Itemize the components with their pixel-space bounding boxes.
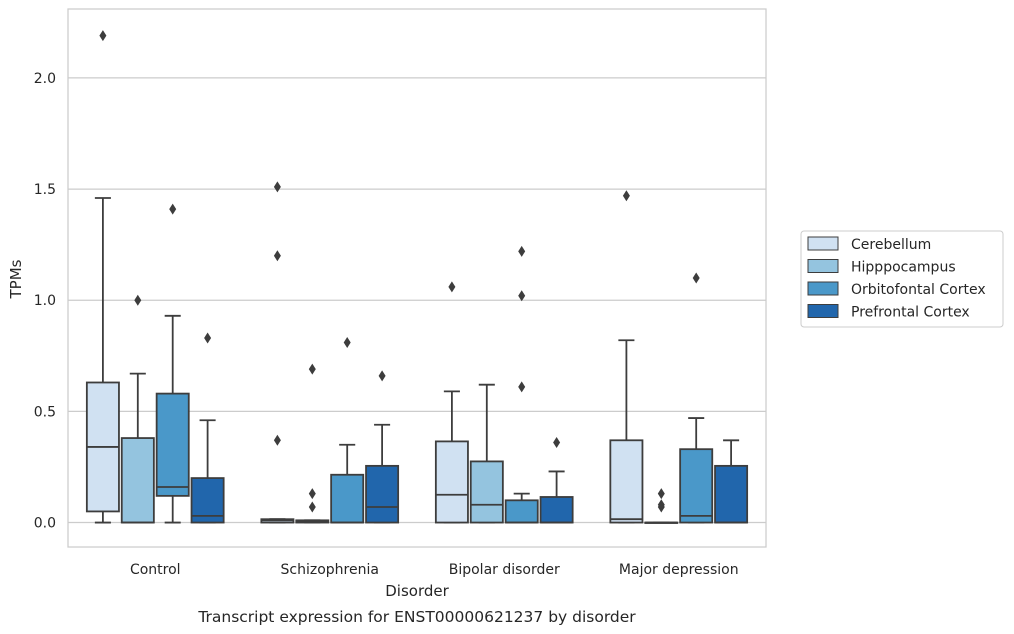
- outlier-point: [169, 203, 177, 215]
- legend-swatch: [807, 281, 839, 296]
- legend-label: Cerebellum: [851, 237, 931, 253]
- legend: Cerebellum Hipppocampus Orbitofontal Corte…: [800, 230, 1004, 328]
- outlier-point: [378, 370, 386, 382]
- outlier-point: [343, 336, 351, 348]
- box-hipppocampus: [120, 294, 155, 524]
- box-prefrontal-cortex: [365, 370, 400, 524]
- box-hipppocampus: [469, 383, 504, 524]
- outlier-point: [273, 434, 281, 446]
- x-tick-label: Major depression: [619, 562, 739, 578]
- outlier-point: [99, 30, 107, 42]
- outlier-point: [308, 488, 316, 500]
- outlier-point: [518, 245, 526, 257]
- outlier-point: [448, 281, 456, 293]
- outlier-point: [657, 488, 665, 500]
- x-tick-label: Bipolar disorder: [449, 562, 560, 578]
- box-iqr: [609, 439, 644, 524]
- y-axis-label: TPMs: [7, 259, 25, 299]
- outlier-point: [518, 381, 526, 393]
- plot-frame: [67, 8, 767, 548]
- box-hipppocampus: [295, 363, 330, 524]
- outlier-point: [273, 250, 281, 262]
- box-cerebellum: [609, 190, 644, 524]
- box-cerebellum: [85, 30, 120, 524]
- box-prefrontal-cortex: [714, 439, 749, 524]
- outlier-point: [308, 501, 316, 513]
- plot-area: [85, 30, 749, 524]
- outlier-point: [518, 290, 526, 302]
- legend-swatch: [807, 236, 839, 251]
- box-iqr: [365, 464, 400, 524]
- box-cerebellum: [260, 181, 295, 524]
- legend-label: Orbitofontal Cortex: [851, 282, 986, 298]
- y-tick-label: 0.5: [34, 404, 56, 420]
- box-iqr: [469, 460, 504, 524]
- x-axis-label: Disorder: [385, 582, 449, 600]
- outlier-point: [204, 332, 212, 344]
- box-orbitofontal-cortex: [504, 245, 539, 524]
- legend-frame: [800, 230, 1004, 328]
- chart-caption: Transcript expression for ENST0000062123…: [197, 608, 636, 626]
- y-tick-label: 0.0: [34, 516, 56, 532]
- outlier-point: [622, 190, 630, 202]
- outlier-point: [657, 499, 665, 511]
- box-orbitofontal-cortex: [155, 203, 190, 524]
- outlier-point: [308, 363, 316, 375]
- box-iqr: [504, 499, 539, 524]
- outlier-point: [553, 437, 561, 449]
- y-axis: 0.0 0.5 1.0 1.5 2.0: [34, 71, 56, 532]
- box-iqr: [155, 392, 190, 497]
- box-iqr: [434, 440, 469, 524]
- box-iqr: [679, 448, 714, 524]
- y-tick-label: 2.0: [34, 71, 56, 87]
- box-orbitofontal-cortex: [679, 272, 714, 524]
- legend-swatch: [807, 304, 839, 318]
- box-iqr: [330, 473, 365, 524]
- box-cerebellum: [434, 281, 469, 524]
- y-tick-label: 1.5: [34, 182, 56, 198]
- x-tick-label: Schizophrenia: [281, 562, 379, 578]
- box-iqr: [714, 464, 749, 524]
- box-prefrontal-cortex: [190, 332, 225, 524]
- outlier-point: [692, 272, 700, 284]
- legend-swatch: [807, 259, 839, 273]
- y-tick-label: 1.0: [34, 293, 56, 309]
- x-tick-label: Control: [130, 562, 181, 578]
- outlier-point: [134, 294, 142, 306]
- box-iqr: [539, 496, 574, 524]
- box-orbitofontal-cortex: [330, 336, 365, 524]
- outlier-point: [273, 181, 281, 193]
- box-prefrontal-cortex: [539, 437, 574, 524]
- x-axis: Control Schizophrenia Bipolar disorder Majo…: [130, 562, 739, 578]
- box-hipppocampus: [644, 488, 679, 524]
- legend-label: Hipppocampus: [851, 260, 956, 276]
- box-iqr: [120, 437, 155, 524]
- legend-label: Prefrontal Cortex: [851, 305, 970, 321]
